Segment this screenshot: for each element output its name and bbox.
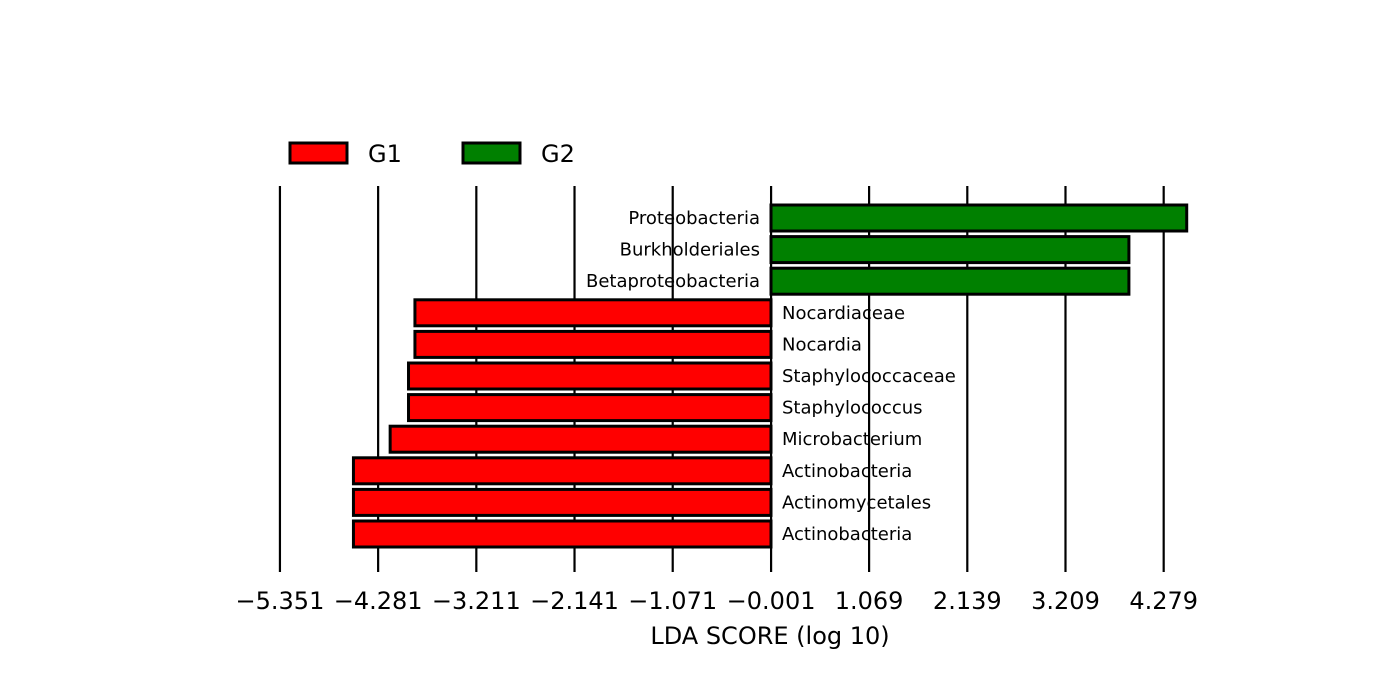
- x-tick-label: 1.069: [835, 587, 904, 615]
- x-tick-label: −1.071: [628, 587, 717, 615]
- bar-label: Actinomycetales: [782, 492, 931, 513]
- bar-label: Burkholderiales: [620, 240, 760, 261]
- x-tick-label: −4.281: [334, 587, 423, 615]
- x-tick-label: −2.141: [530, 587, 619, 615]
- x-tick-labels: −5.351 −4.281 −3.211 −2.141 −1.071 −0.001 1.06…: [236, 587, 1199, 615]
- bar-g1: [351, 456, 773, 486]
- bar-g1: [351, 519, 773, 549]
- bar-g1: [407, 393, 773, 423]
- bar-label: Microbacterium: [782, 429, 922, 450]
- bar-labels: Proteobacteria Burkholderiales Betaproteob…: [586, 208, 956, 545]
- x-tick-label: −5.351: [236, 587, 325, 615]
- bar-g1: [413, 298, 773, 328]
- bar-label: Staphylococcaceae: [782, 366, 956, 387]
- legend-swatch-g2: [461, 141, 522, 165]
- bar-label: Betaproteobacteria: [586, 271, 760, 292]
- legend-label-g2: G2: [541, 140, 575, 168]
- bar-label: Actinobacteria: [782, 461, 912, 482]
- bar-g2: [769, 266, 1131, 296]
- bar-g2: [769, 235, 1131, 265]
- legend-label-g1: G1: [368, 140, 402, 168]
- bar-g1: [351, 487, 773, 517]
- bar-g1: [407, 361, 773, 391]
- x-axis-title: LDA SCORE (log 10): [650, 622, 889, 650]
- bar-g1: [388, 424, 773, 454]
- x-tick-label: −0.001: [727, 587, 816, 615]
- bar-label: Staphylococcus: [782, 398, 923, 419]
- x-tick-label: 4.279: [1129, 587, 1198, 615]
- bar-g2: [769, 203, 1189, 233]
- x-tick-label: 3.209: [1031, 587, 1100, 615]
- bar-label: Nocardia: [782, 334, 862, 355]
- x-tick-label: −3.211: [432, 587, 521, 615]
- x-tick-label: 2.139: [933, 587, 1002, 615]
- bar-label: Actinobacteria: [782, 524, 912, 545]
- bars: [351, 203, 1189, 549]
- bar-label: Nocardiaceae: [782, 303, 905, 324]
- bar-label: Proteobacteria: [628, 208, 760, 229]
- legend: G1 G2: [288, 140, 575, 168]
- legend-swatch-g1: [288, 141, 349, 165]
- bar-g1: [413, 329, 773, 359]
